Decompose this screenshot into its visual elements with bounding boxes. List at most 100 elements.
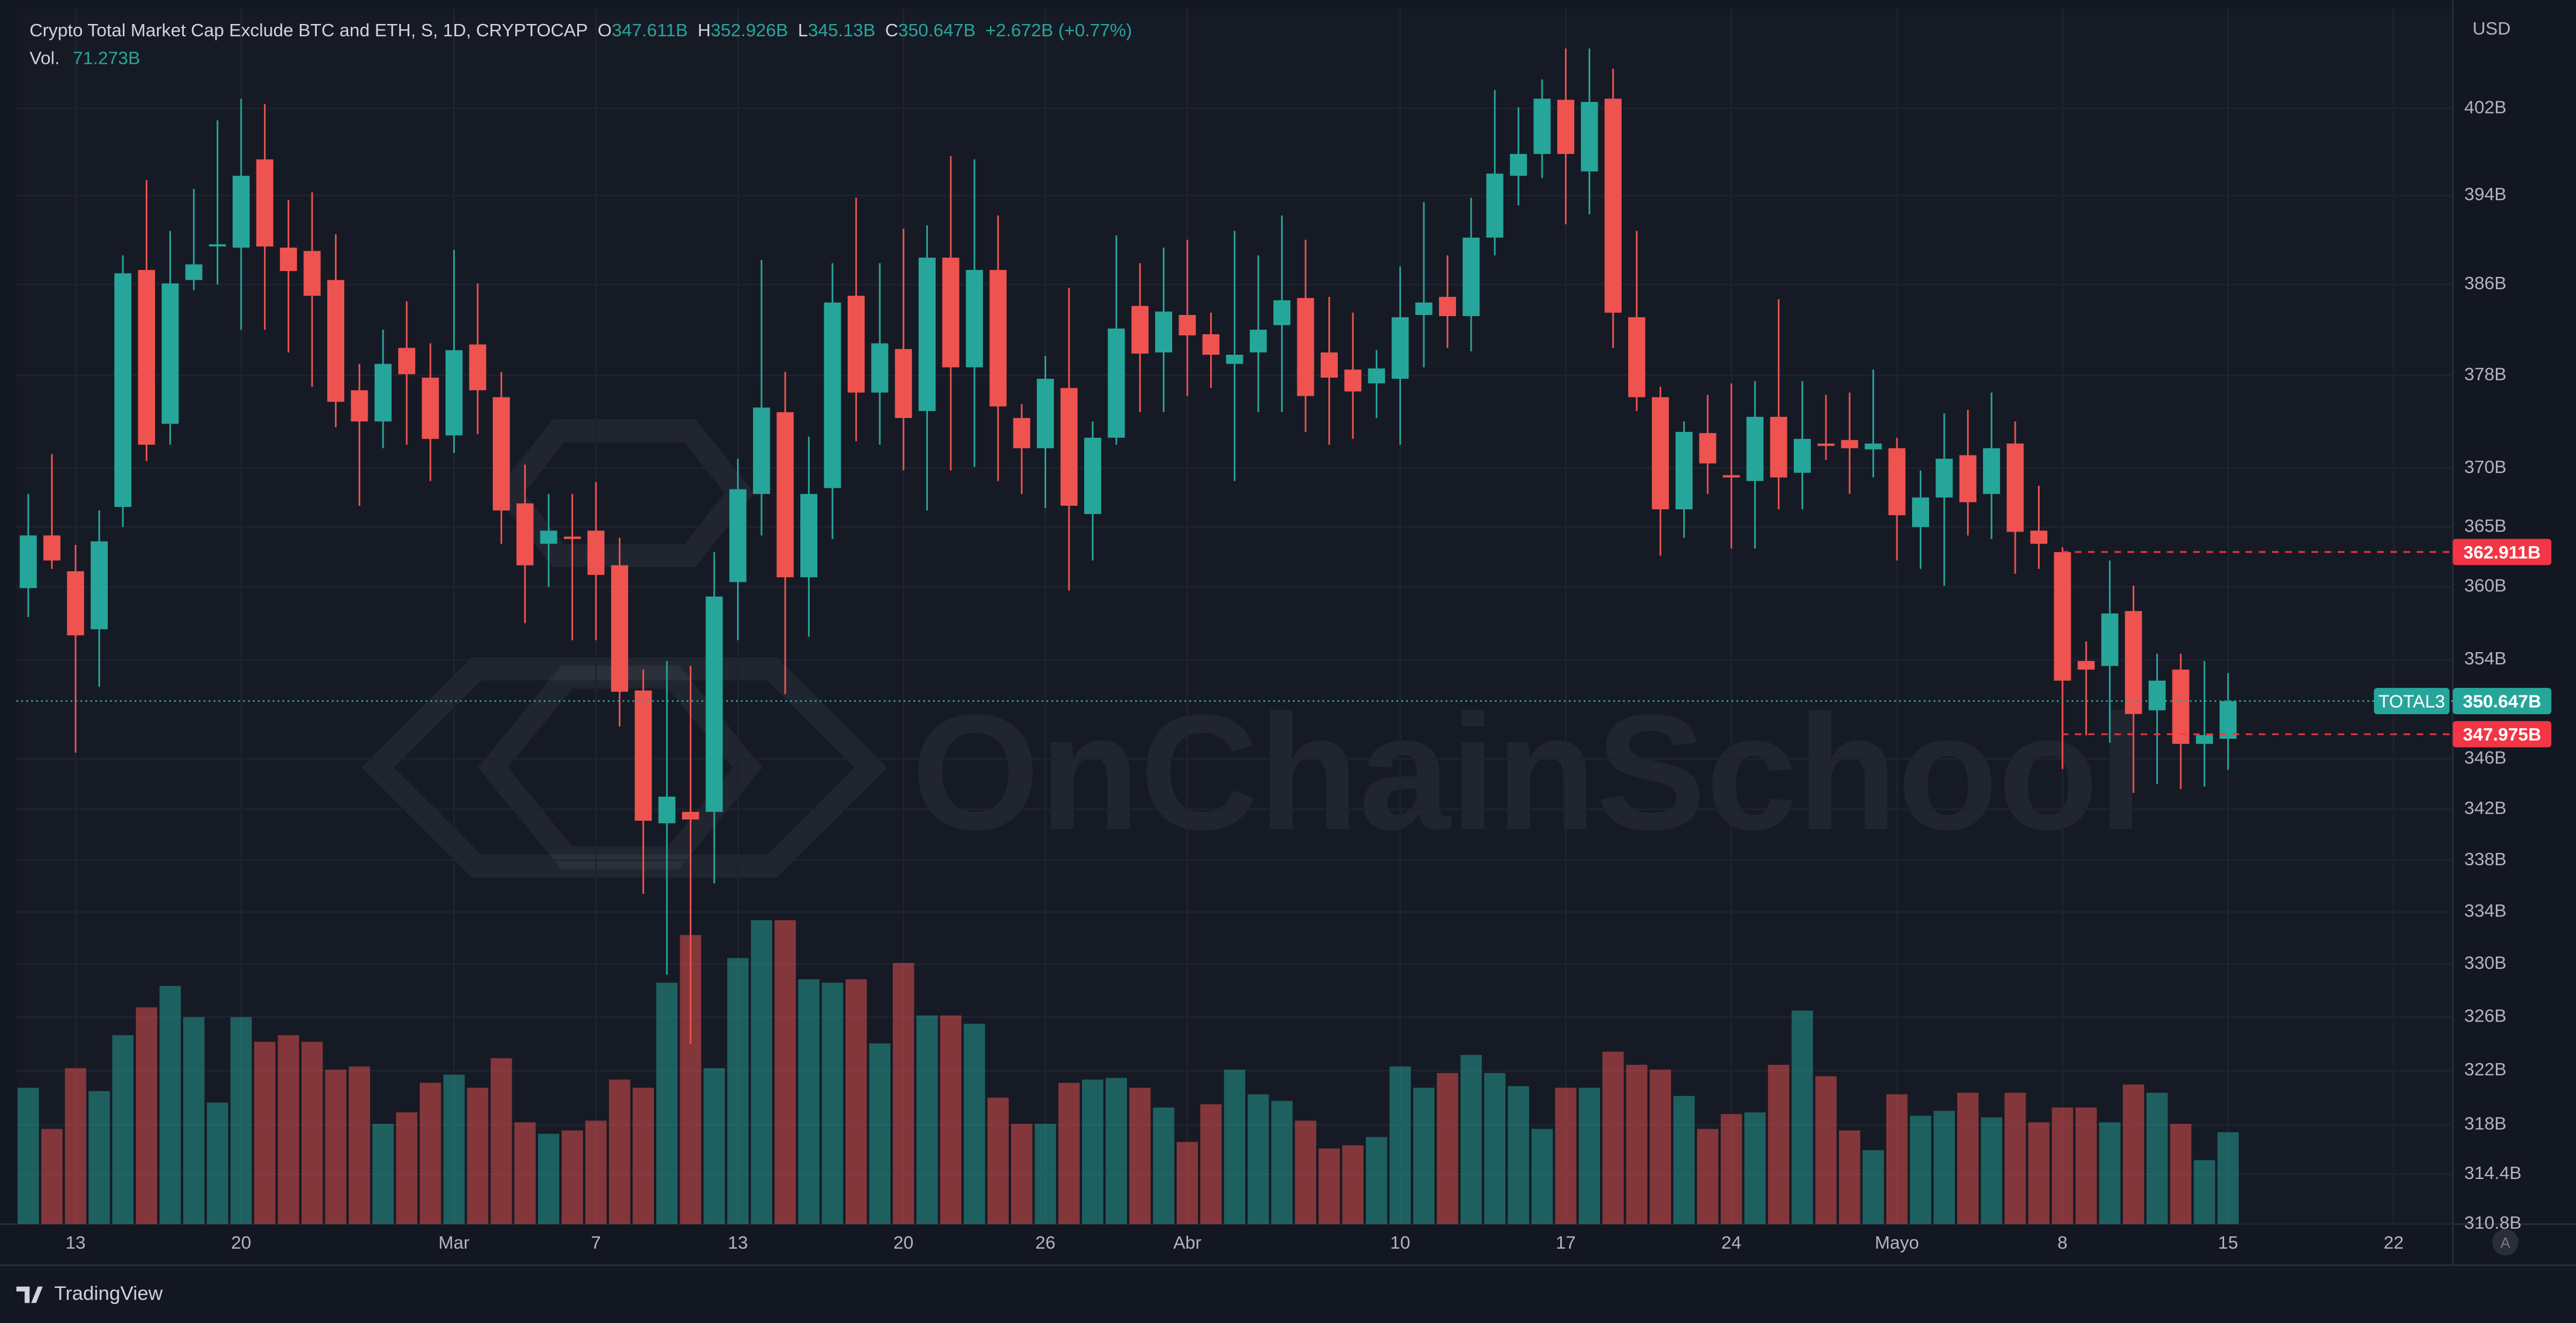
x-tick-label: 20	[893, 1232, 913, 1253]
volume-bar	[1082, 1079, 1104, 1225]
tradingview-logo[interactable]: TradingView	[16, 1283, 163, 1305]
watermark-text: OnChainSchool	[912, 681, 2144, 864]
volume-bar	[1058, 1082, 1080, 1225]
volume-bar	[1886, 1094, 1908, 1225]
candle-body	[280, 247, 297, 272]
candle-body	[587, 530, 605, 575]
auto-scale-button[interactable]: A	[2492, 1229, 2519, 1256]
x-tick-label: 22	[2383, 1232, 2403, 1253]
volume-bar	[916, 1015, 938, 1225]
volume-bar	[703, 1068, 725, 1225]
candle-body	[1912, 497, 1930, 527]
volume-bar	[1767, 1064, 1790, 1225]
candle-body	[1273, 300, 1291, 325]
volume-bar	[656, 982, 678, 1225]
candle-body	[232, 176, 250, 248]
plot-area	[16, 8, 2453, 1225]
candle-body	[2125, 611, 2142, 714]
candle-body	[847, 296, 865, 393]
candle-body	[1037, 379, 1054, 448]
candle-body	[256, 159, 273, 247]
chart-header: Crypto Total Market Cap Exclude BTC and …	[30, 20, 1132, 40]
volume-bar	[136, 1007, 157, 1225]
price-tag-label: 362.911B	[2464, 542, 2541, 563]
volume-bar	[1200, 1104, 1222, 1225]
x-tick-label: 15	[2218, 1232, 2238, 1253]
volume-bar	[1508, 1086, 1529, 1225]
candle-body	[635, 690, 652, 821]
ohlc-key: L	[798, 20, 808, 40]
y-tick-label: 370B	[2464, 457, 2506, 477]
volume-bar	[632, 1088, 654, 1225]
candle-body	[185, 264, 203, 280]
candle-body	[138, 270, 155, 445]
candle-body	[67, 571, 84, 636]
volume-bar	[2075, 1107, 2097, 1225]
candle-body	[2077, 661, 2095, 670]
price-tag	[2452, 539, 2551, 565]
volume-bar	[1957, 1092, 1979, 1225]
candle-body	[1533, 98, 1551, 154]
candle-body	[1249, 330, 1267, 353]
ohlc-value: 347.611B	[612, 20, 688, 40]
volume-bar	[419, 1082, 441, 1225]
volume-bar	[88, 1091, 110, 1225]
x-tick-label: 13	[66, 1232, 85, 1253]
candle-body	[469, 344, 487, 390]
x-tick-label: Abr	[1173, 1232, 1201, 1253]
volume-bar	[2122, 1084, 2145, 1225]
x-tick-label: 24	[1721, 1232, 1741, 1253]
candle-body	[1013, 418, 1030, 448]
volume-bar	[940, 1015, 962, 1225]
candle-body	[776, 412, 794, 578]
candle-body	[2172, 669, 2190, 744]
candle-body	[1865, 443, 1882, 450]
candle-body	[895, 349, 912, 419]
volume-bar	[348, 1066, 371, 1225]
candle-body	[989, 270, 1007, 407]
ohlc-key: O	[598, 20, 612, 40]
volume-bar	[2051, 1107, 2074, 1225]
volume-bar	[1578, 1088, 1601, 1225]
volume-bar	[2217, 1132, 2239, 1225]
candle-body	[1888, 448, 1906, 516]
volume-bar	[467, 1088, 489, 1225]
volume-bar	[1791, 1010, 1813, 1225]
volume-bar	[2194, 1160, 2215, 1225]
y-tick-label: 354B	[2464, 648, 2506, 669]
candle-body	[729, 489, 746, 582]
candle-body	[422, 378, 439, 439]
candle-body	[1131, 306, 1149, 354]
x-tick-label: Mayo	[1875, 1232, 1919, 1253]
volume-bar	[112, 1035, 134, 1225]
candle-body	[208, 244, 227, 247]
y-tick-label: 326B	[2464, 1006, 2506, 1026]
x-tick-label: 26	[1035, 1232, 1055, 1253]
ohlc-key: H	[698, 20, 711, 40]
last-price-tag	[2452, 688, 2551, 715]
ohlc-value: 350.647B	[898, 20, 975, 40]
candle-body	[1604, 98, 1622, 313]
candle-body	[351, 390, 368, 421]
y-tick-label: 318B	[2464, 1113, 2506, 1134]
candle-body	[398, 348, 416, 375]
volume-bar	[1626, 1064, 1647, 1225]
volume-value: 71.273B	[73, 48, 140, 68]
volume-bar	[585, 1120, 607, 1225]
y-tick-label: 322B	[2464, 1059, 2506, 1079]
candle-body	[1415, 302, 1433, 316]
volume-bar	[301, 1041, 323, 1225]
volume-bar	[774, 920, 796, 1225]
candle-body	[492, 397, 510, 511]
x-tick-label: 20	[231, 1232, 251, 1253]
volume-bar	[869, 1043, 890, 1225]
ohlc-value: 345.13B	[808, 20, 875, 40]
volume-bar	[1034, 1123, 1056, 1225]
y-tick-label: 386B	[2464, 273, 2506, 293]
volume-bar	[2004, 1092, 2026, 1225]
volume-bar	[64, 1068, 87, 1225]
candle-body	[114, 273, 132, 507]
volume-bar	[1271, 1101, 1293, 1225]
y-tick-label: 330B	[2464, 952, 2506, 973]
